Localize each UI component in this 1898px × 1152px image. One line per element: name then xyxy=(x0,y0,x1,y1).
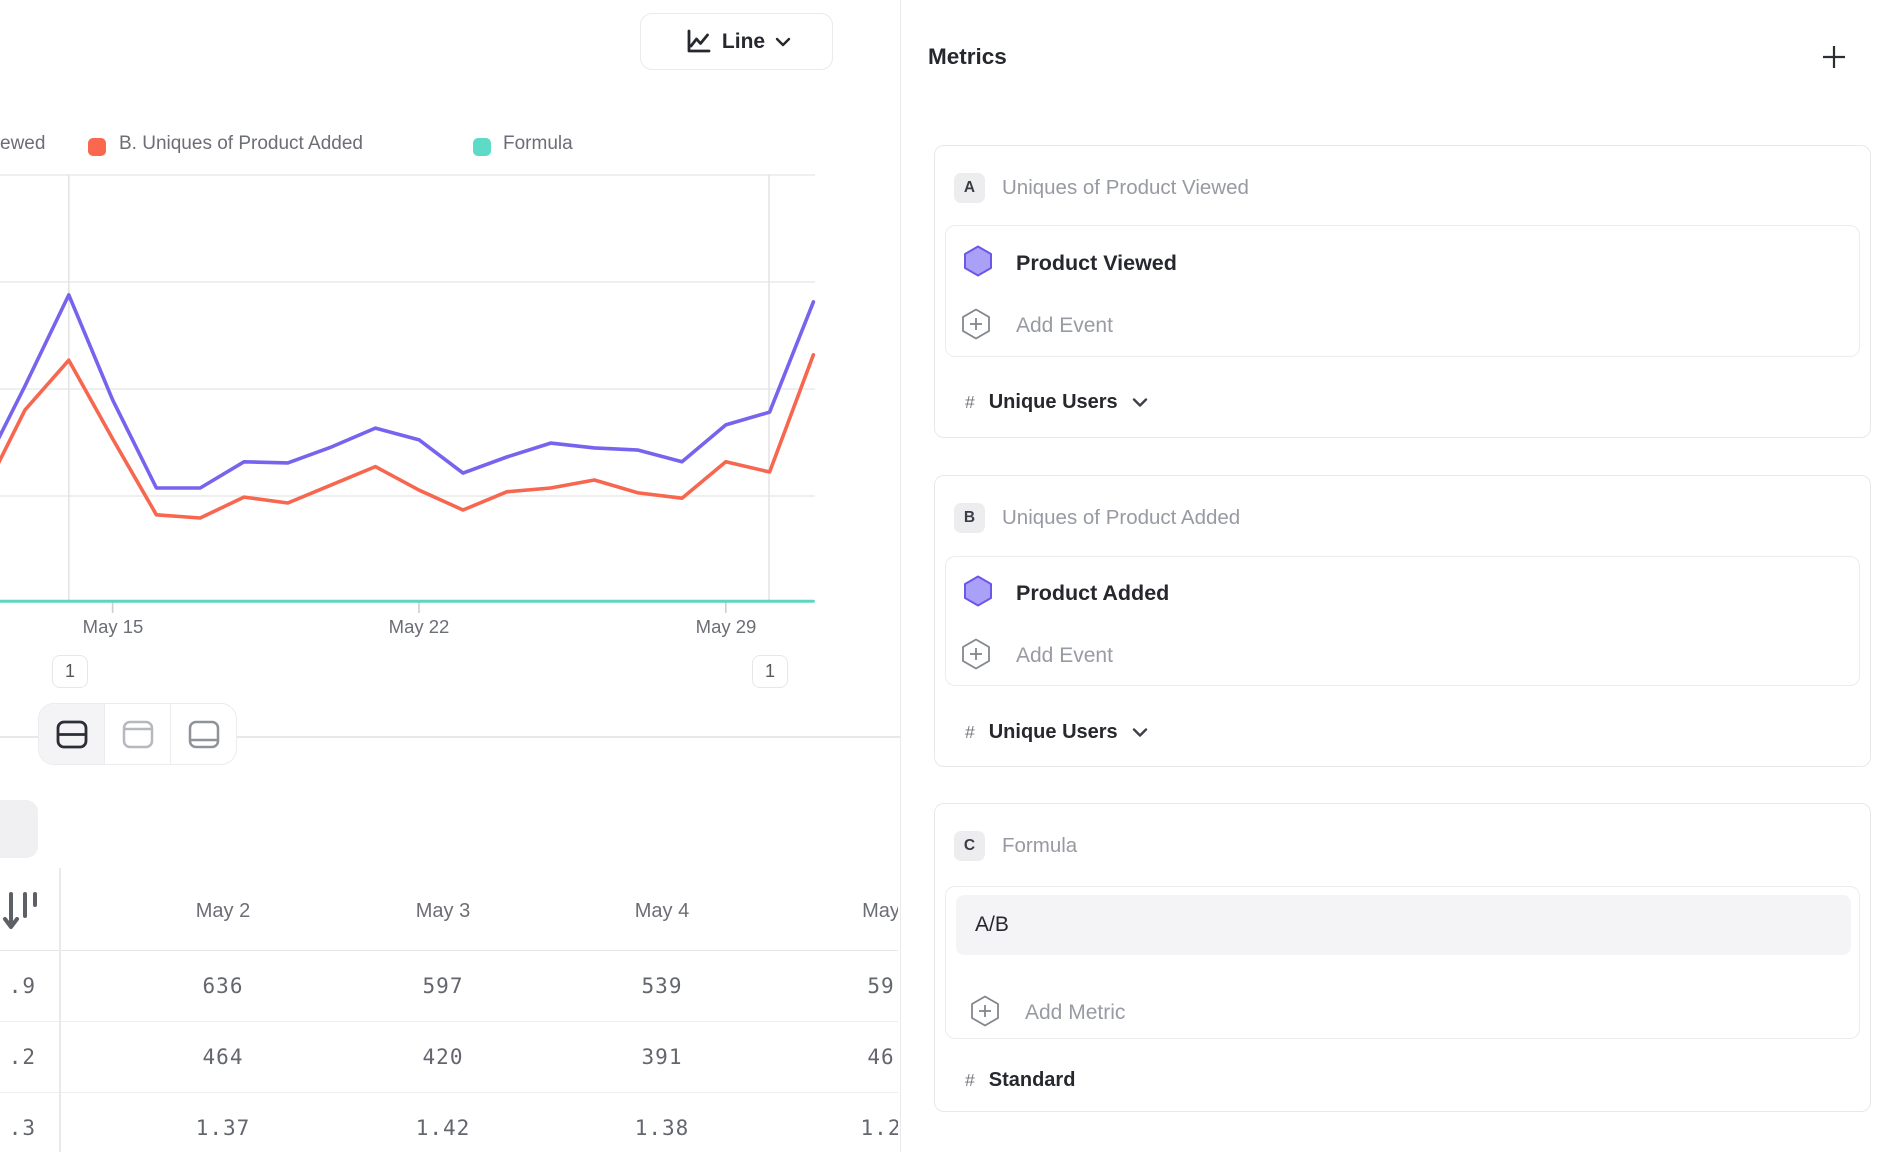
line-chart-icon xyxy=(687,29,711,52)
chevron-down-icon xyxy=(775,37,791,46)
section-divider xyxy=(0,736,900,738)
view-toggle xyxy=(38,703,237,765)
chart-type-label: Line xyxy=(721,29,766,53)
table-cell: 420 xyxy=(422,1045,464,1069)
metric-card-a: A Uniques of Product Viewed Product View… xyxy=(934,145,1871,438)
metric-card-c: C Formula A/B Add Metric # Standard xyxy=(934,803,1871,1112)
measure-selector[interactable]: # Standard xyxy=(965,1064,1075,1096)
metric-card-label: Uniques of Product Added xyxy=(1002,506,1241,529)
measure-selector[interactable]: # Unique Users xyxy=(965,716,1148,748)
event-block: Product Viewed Add Event xyxy=(945,225,1860,357)
chart-section: Line ewed B. Uniques of Product Added Fo… xyxy=(0,0,900,1152)
sticky-cell-fragment: .2 xyxy=(8,1045,36,1069)
formula-block: A/B Add Metric xyxy=(945,886,1860,1039)
table-cell: 1.37 xyxy=(195,1116,251,1140)
sticky-cell-fragment: .9 xyxy=(8,974,36,998)
table-row: .2 464 420 391 46 xyxy=(0,1022,898,1093)
event-name[interactable]: Product Viewed xyxy=(1016,251,1177,275)
product-added-series-line xyxy=(0,352,816,520)
hash-icon: # xyxy=(965,391,975,412)
metric-card-b: B Uniques of Product Added Product Added… xyxy=(934,475,1871,767)
add-metric-hexagon-plus-icon[interactable] xyxy=(970,995,1000,1027)
sticky-cell-fragment: .3 xyxy=(8,1116,36,1140)
table-cell: 1.42 xyxy=(415,1116,471,1140)
table-cell: 597 xyxy=(422,974,464,998)
legend-item-a-fragment[interactable]: ewed xyxy=(0,133,46,154)
toggle-split-view[interactable] xyxy=(39,704,104,764)
x-axis-label: May 29 xyxy=(695,616,757,637)
table-cell: 464 xyxy=(202,1045,244,1069)
chevron-down-icon xyxy=(1132,397,1147,407)
metric-card-label: Formula xyxy=(1002,834,1078,857)
sort-descending-icon[interactable] xyxy=(2,888,42,938)
toggle-table-only[interactable] xyxy=(170,704,236,764)
measure-label: Unique Users xyxy=(988,720,1118,743)
table-corner-tab[interactable] xyxy=(0,800,38,858)
add-metric-label[interactable]: Add Metric xyxy=(1025,1001,1126,1024)
metric-badge: A xyxy=(954,173,985,203)
table-row: .9 636 597 539 59 xyxy=(0,951,898,1022)
metric-badge: C xyxy=(954,831,985,861)
table-cell: 539 xyxy=(641,974,683,998)
x-axis-label: May 15 xyxy=(82,616,144,637)
add-event-hexagon-plus-icon[interactable] xyxy=(961,638,991,670)
legend-swatch-formula xyxy=(473,138,491,156)
annotation-badge[interactable]: 1 xyxy=(752,655,788,688)
metric-card-label: Uniques of Product Viewed xyxy=(1002,176,1249,199)
annotation-badge[interactable]: 1 xyxy=(52,655,88,688)
chart-only-icon xyxy=(122,720,153,749)
table-cell: 46 xyxy=(867,1045,895,1069)
legend-swatch-b xyxy=(88,138,106,156)
column-header[interactable]: May xyxy=(862,900,898,922)
formula-value: A/B xyxy=(975,913,1009,936)
table-row: .3 1.37 1.42 1.38 1.2 xyxy=(0,1093,898,1152)
panel-title: Metrics xyxy=(928,44,1007,69)
hash-icon: # xyxy=(965,1069,975,1090)
add-event-label[interactable]: Add Event xyxy=(1016,644,1113,667)
legend-item-b[interactable]: B. Uniques of Product Added xyxy=(119,133,363,154)
legend-item-formula[interactable]: Formula xyxy=(503,133,573,154)
formula-input[interactable]: A/B xyxy=(956,895,1851,955)
measure-selector[interactable]: # Unique Users xyxy=(965,386,1148,418)
metric-badge: B xyxy=(954,503,985,533)
event-name[interactable]: Product Added xyxy=(1016,581,1170,605)
event-block: Product Added Add Event xyxy=(945,556,1860,686)
measure-label: Unique Users xyxy=(988,390,1118,413)
add-event-hexagon-plus-icon[interactable] xyxy=(961,308,991,340)
table-cell: 1.38 xyxy=(634,1116,690,1140)
data-table: May 2 May 3 May 4 May .9 636 597 539 59 … xyxy=(0,868,898,1152)
chevron-down-icon xyxy=(1132,727,1147,737)
line-chart-plot xyxy=(0,174,816,613)
product-viewed-series-line xyxy=(0,293,816,490)
table-cell: 59 xyxy=(867,974,895,998)
column-header[interactable]: May 3 xyxy=(415,900,471,922)
table-header-row: May 2 May 3 May 4 May xyxy=(0,868,898,951)
table-cell: 391 xyxy=(641,1045,683,1069)
toggle-chart-only[interactable] xyxy=(104,704,170,764)
chart-type-button[interactable]: Line xyxy=(640,13,833,70)
event-hexagon-icon xyxy=(964,575,992,607)
table-cell: 1.2 xyxy=(860,1116,898,1140)
sticky-column-divider xyxy=(59,868,61,1152)
event-hexagon-icon xyxy=(964,245,992,277)
column-header[interactable]: May 2 xyxy=(195,900,251,922)
plus-icon xyxy=(1823,46,1845,68)
add-metric-plus-button[interactable] xyxy=(1819,42,1849,72)
x-axis-label: May 22 xyxy=(388,616,450,637)
add-event-label[interactable]: Add Event xyxy=(1016,314,1113,337)
table-cell: 636 xyxy=(202,974,244,998)
measure-label: Standard xyxy=(988,1068,1076,1091)
metrics-panel: Metrics A Uniques of Product Viewed Prod… xyxy=(900,0,1898,1152)
hash-icon: # xyxy=(965,721,975,742)
split-view-icon xyxy=(56,720,87,749)
table-only-icon xyxy=(188,720,219,749)
column-header[interactable]: May 4 xyxy=(634,900,690,922)
